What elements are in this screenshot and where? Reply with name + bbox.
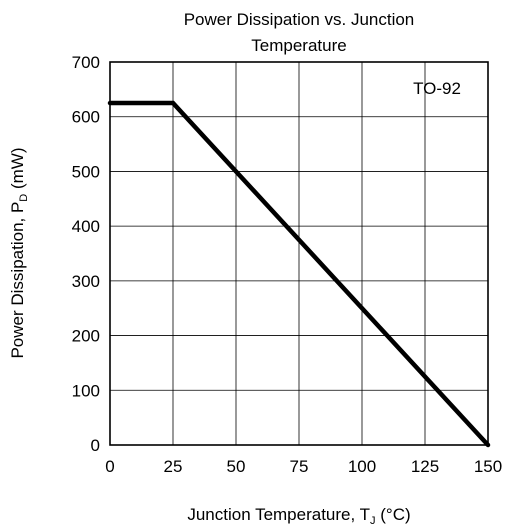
y-tick-label: 700 — [72, 53, 100, 72]
chart-title-line-1: Power Dissipation vs. Junction — [184, 10, 415, 29]
y-tick-label: 200 — [72, 327, 100, 346]
x-tick-label: 125 — [411, 457, 439, 476]
y-tick-label: 300 — [72, 272, 100, 291]
x-tick-label: 25 — [164, 457, 183, 476]
x-axis-label: Junction Temperature, TJ (°C) — [187, 505, 410, 527]
y-axis-label-main: Power Dissipation, P — [8, 202, 27, 359]
x-tick-label: 100 — [348, 457, 376, 476]
grid-lines — [110, 62, 488, 445]
x-axis-label-subscript: J — [370, 515, 376, 527]
series-layer — [107, 100, 491, 448]
plot-frame — [109, 61, 489, 446]
y-tick-label: 0 — [91, 436, 100, 455]
x-tick-label: 150 — [474, 457, 502, 476]
package-annotation: TO-92 — [413, 79, 461, 98]
y-tick-label: 600 — [72, 108, 100, 127]
chart-title-line-2: Temperature — [251, 36, 346, 55]
x-tick-label: 75 — [290, 457, 309, 476]
y-axis-label-unit: (mW) — [8, 147, 27, 193]
tick-labels: 0 25 50 75 100 125 150 0 100 200 300 400 500 600 700 — [72, 53, 503, 476]
x-axis-label-unit: (°C) — [376, 505, 411, 524]
y-axis-label: Power Dissipation, PD (mW) — [8, 147, 30, 358]
x-axis-label-main: Junction Temperature, T — [187, 505, 370, 524]
y-axis-label-subscript: D — [18, 194, 30, 202]
y-tick-label: 400 — [72, 217, 100, 236]
y-tick-label: 500 — [72, 162, 100, 181]
y-tick-label: 100 — [72, 381, 100, 400]
x-tick-label: 0 — [105, 457, 114, 476]
x-tick-label: 50 — [227, 457, 246, 476]
power-derating-line — [107, 100, 491, 448]
